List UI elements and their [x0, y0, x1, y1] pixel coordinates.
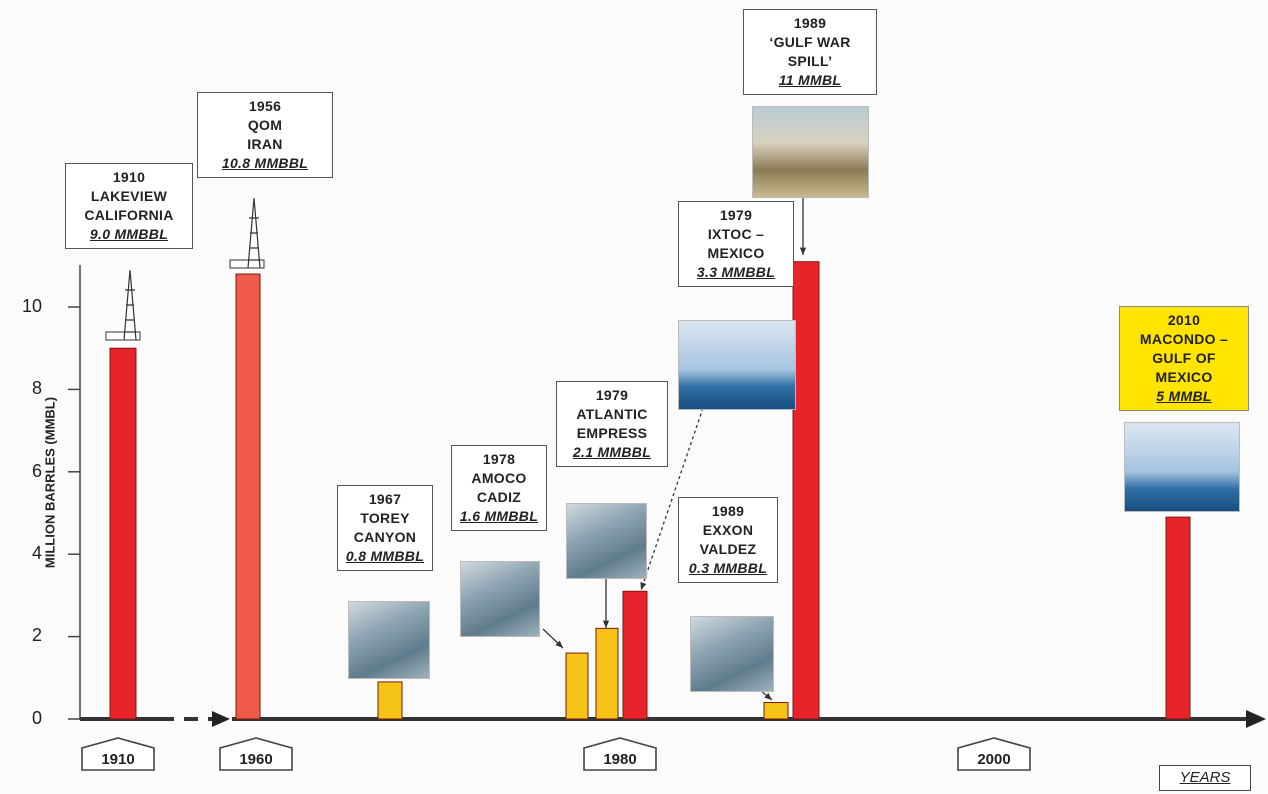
callout-line: SPILL’ [787, 53, 833, 69]
bar [1165, 516, 1191, 720]
callout-line: ATLANTIC [576, 406, 648, 422]
bar [565, 652, 589, 720]
bar [763, 702, 789, 720]
callout-arrowhead [799, 247, 807, 255]
year-marker-1960: 1960 [219, 737, 293, 776]
callout-line: AMOCO [471, 470, 527, 486]
y-tick-label: 0 [31, 708, 42, 728]
callout-gulf-war-spill: 1989 ‘GULF WAR SPILL’ 11 MMBL [743, 9, 877, 95]
tank-photo [752, 106, 869, 198]
callout-value: 2.1 MMBBL [572, 444, 652, 460]
callout-line: IXTOC – [707, 226, 765, 242]
callout-line: CANYON [353, 529, 417, 545]
callout-line: ‘GULF WAR [769, 34, 851, 50]
y-tick-label: 6 [31, 461, 42, 481]
callout-line: 1910 [112, 169, 146, 185]
bar [595, 627, 619, 720]
callout-lakeview: 1910 LAKEVIEW CALIFORNIA 9.0 MMBBL [65, 163, 193, 249]
callout-line: 1967 [368, 491, 402, 507]
tanker-photo [690, 616, 774, 692]
callout-line: TOREY [360, 510, 410, 526]
callout-line: 1978 [482, 451, 516, 467]
year-marker-text: 1910 [101, 751, 134, 768]
callout-line: 2010 [1167, 312, 1201, 328]
callout-value: 9.0 MMBBL [89, 226, 169, 242]
year-marker-text: 2000 [977, 751, 1010, 768]
y-axis-label: MILLION BARRLES (MMBL) [42, 396, 58, 569]
callout-line: 1979 [719, 207, 753, 223]
bar [235, 273, 261, 720]
year-marker-text: 1980 [603, 751, 636, 768]
tanker-photo [348, 601, 430, 679]
bar [377, 681, 403, 720]
callout-line: CADIZ [476, 489, 522, 505]
tanker-photo [460, 561, 540, 637]
y-tick-label: 2 [31, 625, 42, 645]
x-axis-arrow [212, 711, 230, 727]
callout-value: 0.8 MMBBL [345, 548, 425, 564]
callout-arrow [640, 407, 704, 591]
oil-derrick-icon [229, 197, 265, 269]
callout-line: 1989 [793, 15, 827, 31]
callout-arrowhead [764, 692, 772, 700]
callout-value: 0.3 MMBBL [688, 560, 768, 576]
callout-line: LAKEVIEW [90, 188, 168, 204]
callout-line: VALDEZ [699, 541, 757, 557]
callout-line: 1989 [711, 503, 745, 519]
callout-amoco-cadiz: 1978 AMOCO CADIZ 1.6 MMBBL [451, 445, 547, 531]
oil-rig-photo [1124, 422, 1240, 512]
callout-macondo: 2010 MACONDO – GULF OF MEXICO 5 MMBL [1119, 306, 1249, 411]
callout-line: MEXICO [1155, 369, 1213, 385]
callout-line: MACONDO – [1139, 331, 1229, 347]
year-marker-1980: 1980 [583, 737, 657, 776]
callout-line: MEXICO [707, 245, 765, 261]
callout-line: 1979 [595, 387, 629, 403]
x-axis-arrow [1246, 710, 1266, 728]
year-marker-text: 1960 [239, 751, 272, 768]
callout-arrowhead [555, 640, 563, 648]
callout-line: GULF OF [1152, 350, 1216, 366]
callout-arrowhead [640, 582, 647, 590]
callout-value: 11 MMBL [778, 72, 842, 88]
callout-line: EXXON [702, 522, 754, 538]
x-axis-label: YEARS [1159, 765, 1251, 791]
callout-atlantic-empress: 1979 ATLANTIC EMPRESS 2.1 MMBBL [556, 381, 668, 467]
tanker-photo [566, 503, 647, 579]
callout-value: 1.6 MMBBL [459, 508, 539, 524]
oil-rig-photo [678, 320, 796, 410]
callout-value: 5 MMBL [1156, 388, 1212, 404]
callout-value: 3.3 MMBBL [696, 264, 776, 280]
callout-line: QOM [247, 117, 283, 133]
year-marker-2000: 2000 [957, 737, 1031, 776]
year-marker-1910: 1910 [81, 737, 155, 776]
callout-line: CALIFORNIA [84, 207, 174, 223]
callout-qom: 1956 QOM IRAN 10.8 MMBBL [197, 92, 333, 178]
bar [792, 261, 820, 720]
callout-exxon-valdez: 1989 EXXON VALDEZ 0.3 MMBBL [678, 497, 778, 583]
callout-line: 1956 [248, 98, 282, 114]
callout-line: IRAN [247, 136, 283, 152]
callout-line: EMPRESS [576, 425, 648, 441]
callout-value: 10.8 MMBBL [221, 155, 309, 171]
y-tick-label: 4 [31, 543, 42, 563]
y-tick-label: 10 [21, 296, 42, 316]
bar [109, 347, 137, 720]
oil-derrick-icon [105, 269, 141, 341]
callout-ixtoc: 1979 IXTOC – MEXICO 3.3 MMBBL [678, 201, 794, 287]
callout-torey-canyon: 1967 TOREY CANYON 0.8 MMBBL [337, 485, 433, 571]
bar [622, 590, 648, 720]
y-tick-label: 8 [31, 378, 42, 398]
callout-arrowhead [602, 620, 610, 628]
